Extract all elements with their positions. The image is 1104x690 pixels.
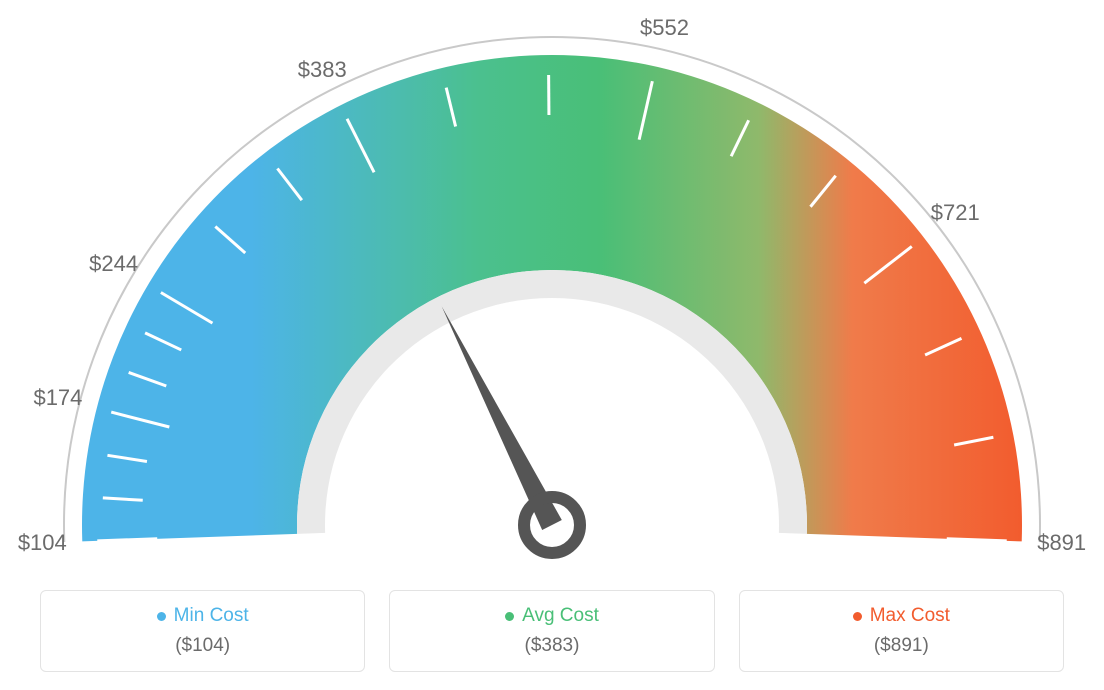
cost-gauge-infographic: $104 $174 $244 $383 $552 $721 $891 Min Cost ($…: [0, 0, 1104, 690]
gauge-svg: [0, 0, 1104, 570]
legend-label-min: Min Cost: [51, 605, 354, 627]
legend-dot-icon: [157, 612, 166, 621]
gauge-tick-label: $891: [1037, 530, 1086, 556]
gauge-tick-label: $552: [640, 15, 689, 41]
legend-value-min: ($104): [51, 635, 354, 657]
legend-box-avg: Avg Cost ($383): [389, 590, 714, 672]
gauge-tick-label: $721: [931, 200, 980, 226]
legend-label-text: Min Cost: [174, 605, 249, 627]
legend-value-max: ($891): [750, 635, 1053, 657]
legend-dot-icon: [505, 612, 514, 621]
gauge-tick-label: $174: [33, 385, 82, 411]
legend-box-min: Min Cost ($104): [40, 590, 365, 672]
gauge-tick-label: $104: [18, 530, 67, 556]
gauge-chart: $104 $174 $244 $383 $552 $721 $891: [0, 0, 1104, 570]
gauge-tick-label: $244: [89, 251, 138, 277]
gauge-tick-label: $383: [298, 57, 347, 83]
legend-dot-icon: [853, 612, 862, 621]
legend-row: Min Cost ($104) Avg Cost ($383) Max Cost…: [40, 590, 1064, 672]
legend-box-max: Max Cost ($891): [739, 590, 1064, 672]
legend-label-max: Max Cost: [750, 605, 1053, 627]
legend-value-avg: ($383): [400, 635, 703, 657]
legend-label-avg: Avg Cost: [400, 605, 703, 627]
legend-label-text: Avg Cost: [522, 605, 599, 627]
legend-label-text: Max Cost: [870, 605, 950, 627]
